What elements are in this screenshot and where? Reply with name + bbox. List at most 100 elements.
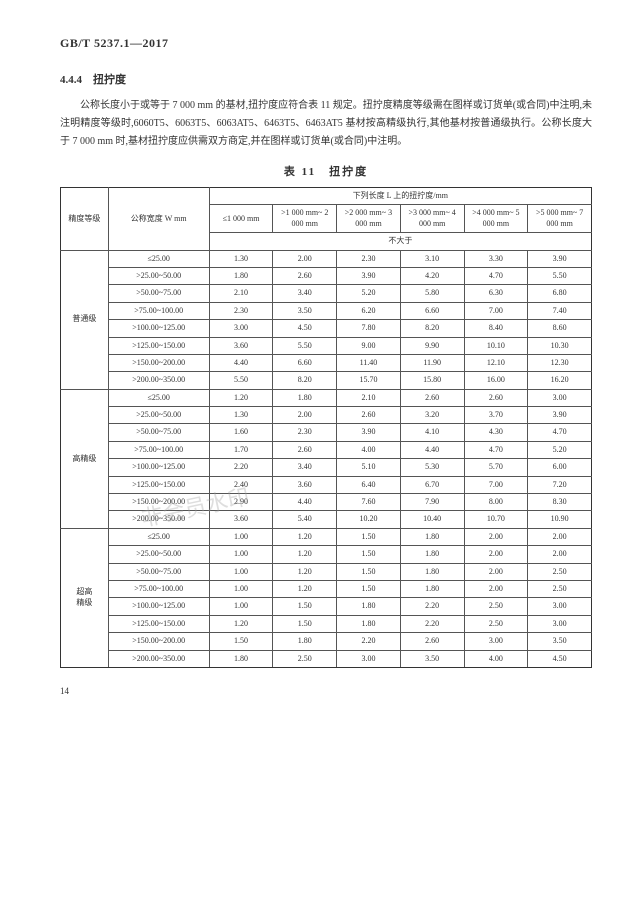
value-cell: 2.10 [337,389,401,406]
value-cell: 3.40 [273,459,337,476]
width-cell: >150.00~200.00 [108,633,209,650]
value-cell: 1.00 [209,580,273,597]
value-cell: 1.20 [273,580,337,597]
value-cell: 2.50 [464,598,528,615]
value-cell: 7.00 [464,476,528,493]
table-row: >100.00~125.002.203.405.105.305.706.00 [61,459,592,476]
value-cell: 2.60 [273,441,337,458]
width-cell: >25.00~50.00 [108,546,209,563]
value-cell: 7.90 [400,494,464,511]
value-cell: 8.60 [528,320,592,337]
width-cell: ≤25.00 [108,528,209,545]
value-cell: 6.20 [337,302,401,319]
value-cell: 5.20 [337,285,401,302]
value-cell: 10.70 [464,511,528,528]
value-cell: 10.30 [528,337,592,354]
table-row: >50.00~75.001.001.201.501.802.002.50 [61,563,592,580]
value-cell: 4.20 [400,267,464,284]
value-cell: 1.50 [337,580,401,597]
value-cell: 1.00 [209,598,273,615]
value-cell: 11.90 [400,354,464,371]
value-cell: 1.00 [209,563,273,580]
value-cell: 5.50 [273,337,337,354]
table-row: >75.00~100.002.303.506.206.607.007.40 [61,302,592,319]
value-cell: 3.60 [209,337,273,354]
table-row: >200.00~350.005.508.2015.7015.8016.0016.… [61,372,592,389]
value-cell: 1.20 [209,389,273,406]
value-cell: 2.60 [337,407,401,424]
value-cell: 4.40 [400,441,464,458]
th-range: >1 000 mm~ 2 000 mm [273,205,337,233]
table-row: >200.00~350.001.802.503.003.504.004.50 [61,650,592,667]
width-cell: >150.00~200.00 [108,354,209,371]
value-cell: 2.90 [209,494,273,511]
value-cell: 1.50 [273,615,337,632]
value-cell: 2.30 [209,302,273,319]
value-cell: 3.50 [528,633,592,650]
value-cell: 1.80 [273,389,337,406]
value-cell: 1.80 [400,580,464,597]
value-cell: 6.60 [400,302,464,319]
value-cell: 5.10 [337,459,401,476]
value-cell: 3.00 [528,615,592,632]
value-cell: 1.50 [337,563,401,580]
width-cell: >75.00~100.00 [108,580,209,597]
width-cell: >150.00~200.00 [108,494,209,511]
value-cell: 12.10 [464,354,528,371]
value-cell: 4.10 [400,424,464,441]
width-cell: >200.00~350.00 [108,650,209,667]
table-row: >25.00~50.001.001.201.501.802.002.00 [61,546,592,563]
th-nlt: 不大于 [209,233,591,250]
value-cell: 3.90 [337,424,401,441]
value-cell: 10.20 [337,511,401,528]
th-range: >2 000 mm~ 3 000 mm [337,205,401,233]
value-cell: 2.20 [337,633,401,650]
value-cell: 3.60 [273,476,337,493]
value-cell: 1.50 [209,633,273,650]
grade-cell: 超高 精级 [61,528,109,667]
value-cell: 4.50 [528,650,592,667]
table-row: >50.00~75.001.602.303.904.104.304.70 [61,424,592,441]
value-cell: 4.00 [464,650,528,667]
value-cell: 3.00 [464,633,528,650]
value-cell: 11.40 [337,354,401,371]
value-cell: 2.60 [464,389,528,406]
table-body: 普通级≤25.001.302.002.303.103.303.90>25.00~… [61,250,592,667]
value-cell: 16.20 [528,372,592,389]
paragraph: 公称长度小于或等于 7 000 mm 的基材,扭拧度应符合表 11 规定。扭拧度… [60,97,592,151]
value-cell: 3.10 [400,250,464,267]
table-row: 超高 精级≤25.001.001.201.501.802.002.00 [61,528,592,545]
value-cell: 1.30 [209,250,273,267]
value-cell: 7.20 [528,476,592,493]
page-number: 14 [60,686,592,696]
table-caption: 表 11 扭拧度 [60,163,592,179]
value-cell: 9.90 [400,337,464,354]
value-cell: 9.00 [337,337,401,354]
width-cell: >50.00~75.00 [108,563,209,580]
value-cell: 3.90 [337,267,401,284]
width-cell: >125.00~150.00 [108,615,209,632]
value-cell: 1.50 [337,546,401,563]
value-cell: 8.30 [528,494,592,511]
value-cell: 10.90 [528,511,592,528]
width-cell: >100.00~125.00 [108,459,209,476]
value-cell: 2.00 [528,546,592,563]
width-cell: >25.00~50.00 [108,407,209,424]
value-cell: 3.00 [209,320,273,337]
table-row: >150.00~200.002.904.407.607.908.008.30 [61,494,592,511]
table-row: >50.00~75.002.103.405.205.806.306.80 [61,285,592,302]
table-row: >100.00~125.001.001.501.802.202.503.00 [61,598,592,615]
value-cell: 12.30 [528,354,592,371]
value-cell: 1.80 [337,598,401,615]
value-cell: 6.70 [400,476,464,493]
th-range: >5 000 mm~ 7 000 mm [528,205,592,233]
value-cell: 1.20 [273,528,337,545]
value-cell: 4.70 [528,424,592,441]
value-cell: 1.50 [337,528,401,545]
width-cell: ≤25.00 [108,389,209,406]
table-row: >200.00~350.003.605.4010.2010.4010.7010.… [61,511,592,528]
width-cell: >200.00~350.00 [108,511,209,528]
value-cell: 1.50 [273,598,337,615]
value-cell: 1.00 [209,528,273,545]
th-span: 下列长度 L 上的扭拧度/mm [209,188,591,205]
